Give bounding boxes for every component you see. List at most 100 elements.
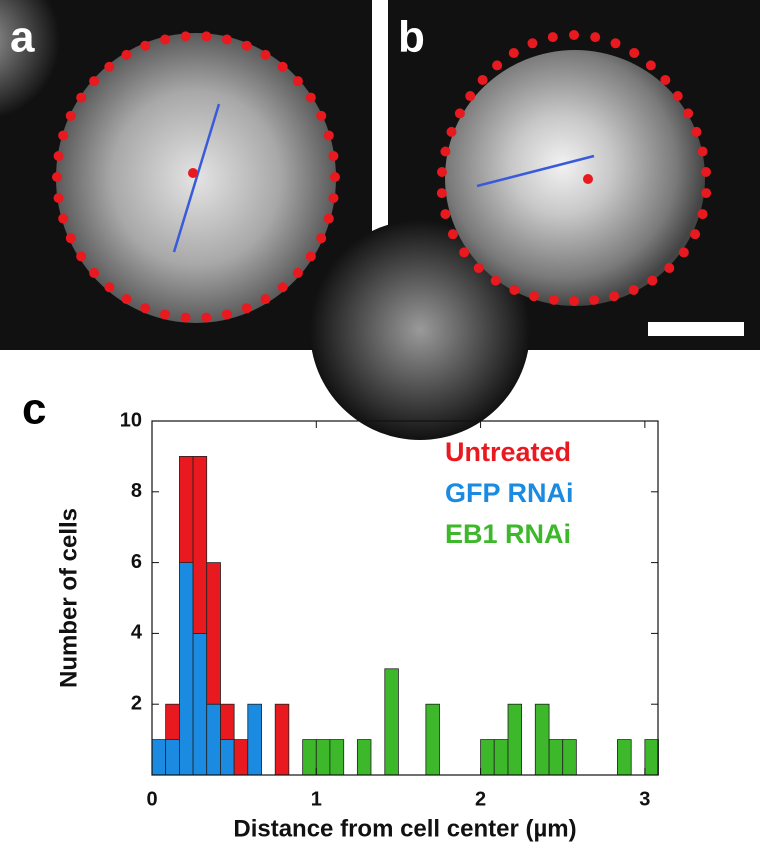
x-tick-label: 3 <box>639 788 650 810</box>
bar <box>192 633 208 776</box>
outline-dot <box>104 282 115 293</box>
outline-dot <box>76 92 87 103</box>
outline-dot <box>160 34 171 45</box>
outline-dot <box>629 47 640 58</box>
panel-label: b <box>398 13 425 62</box>
bar <box>384 668 399 776</box>
outline-dot <box>548 294 559 305</box>
x-tick-label: 2 <box>475 788 486 810</box>
bar <box>151 739 167 776</box>
outline-dot <box>328 193 339 204</box>
outline-dot <box>610 38 621 49</box>
bar <box>644 739 659 776</box>
outline-dot <box>65 110 76 121</box>
outline-dot <box>58 130 69 141</box>
y-tick-label: 4 <box>131 622 143 644</box>
outline-dot <box>201 312 212 323</box>
outline-dot <box>701 167 711 177</box>
outline-dot <box>104 61 115 72</box>
outline-dot <box>660 74 671 85</box>
bar <box>480 739 495 776</box>
x-tick-label: 0 <box>146 788 157 810</box>
outline-dot <box>477 74 488 85</box>
panel-a-image <box>0 0 372 350</box>
outline-dot <box>89 267 100 278</box>
bar <box>247 703 262 776</box>
outline-dot <box>459 247 470 258</box>
bar <box>165 739 180 776</box>
outline-dot <box>569 30 579 41</box>
bar <box>507 703 523 776</box>
outline-dot <box>221 34 232 45</box>
bar <box>425 703 440 776</box>
outline-dot <box>508 47 519 58</box>
legend-entry: EB1 RNAi <box>445 519 571 549</box>
outline-dot <box>465 91 476 102</box>
outline-dot <box>58 213 69 224</box>
panel-label: a <box>10 13 35 62</box>
bar <box>233 739 249 776</box>
outline-dot <box>241 303 252 314</box>
bar <box>534 703 550 776</box>
outline-dot <box>678 247 689 258</box>
bar <box>165 703 180 741</box>
bar <box>220 703 235 741</box>
outline-dot <box>76 251 87 262</box>
x-axis-label: Distance from cell center (µm) <box>233 815 576 842</box>
bar <box>206 562 221 705</box>
outline-dot <box>160 309 171 320</box>
outline-dot <box>647 275 658 286</box>
bar <box>548 739 564 776</box>
outline-dot <box>260 294 271 305</box>
outline-dot <box>509 284 520 295</box>
bar <box>179 455 194 563</box>
bar <box>274 703 290 776</box>
outline-dot <box>89 76 100 87</box>
outline-dot <box>672 91 683 102</box>
legend-entry: GFP RNAi <box>445 478 574 508</box>
outline-dot <box>277 61 288 72</box>
plot-frame <box>151 420 659 776</box>
bar <box>179 562 194 776</box>
outline-dot <box>454 108 465 119</box>
outline-dot <box>490 275 501 286</box>
outline-dot <box>241 40 252 51</box>
outline-dot <box>292 267 303 278</box>
outline-dot <box>690 229 701 240</box>
outline-dot <box>330 172 340 182</box>
outline-dot <box>316 110 327 121</box>
y-tick-label: 10 <box>120 409 142 431</box>
outline-dot <box>683 108 694 119</box>
bar <box>617 739 632 776</box>
outline-dot <box>609 291 620 302</box>
outline-dot <box>628 284 639 295</box>
bar <box>493 739 509 776</box>
outline-dot <box>691 126 702 137</box>
outline-dot <box>437 167 447 177</box>
outline-dot <box>323 213 334 224</box>
outline-dot <box>328 150 339 161</box>
y-axis-label: Number of cells <box>55 508 82 688</box>
panel-label: c <box>22 385 46 434</box>
outline-dot <box>305 92 316 103</box>
outline-dot <box>180 31 191 42</box>
outline-dot <box>121 294 132 305</box>
legend-entry: Untreated <box>445 437 571 467</box>
outline-dot <box>492 60 503 71</box>
outline-dots <box>52 30 712 323</box>
y-tick-label: 8 <box>131 480 142 502</box>
outline-dot <box>323 130 334 141</box>
outline-dot <box>440 209 451 220</box>
outline-dot <box>65 233 76 244</box>
outline-dot <box>569 296 579 307</box>
outline-dot <box>447 229 458 240</box>
outline-dot <box>52 172 62 182</box>
outline-dot <box>292 76 303 87</box>
outline-dot <box>697 209 708 220</box>
bar <box>220 739 235 776</box>
outline-dot <box>221 309 232 320</box>
outline-dot <box>121 49 132 60</box>
outline-dot <box>53 193 64 204</box>
bar <box>329 739 345 776</box>
